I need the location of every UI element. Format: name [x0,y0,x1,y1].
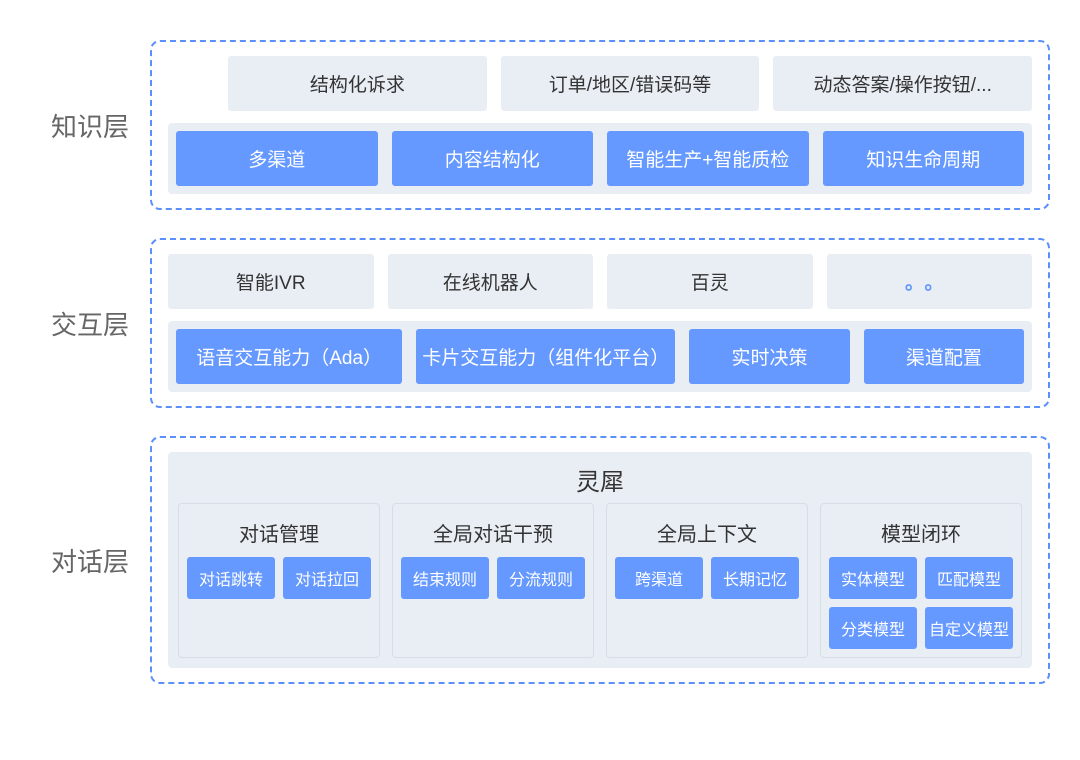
interaction-top-row: 智能IVR 在线机器人 百灵 。。 [168,254,1032,309]
dialogue-item: 匹配模型 [925,557,1013,599]
interaction-bottom-row: 语音交互能力（Ada） 卡片交互能力（组件化平台） 实时决策 渠道配置 [168,321,1032,392]
interaction-top-item: 在线机器人 [388,254,594,309]
dialogue-layer-row: 对话层 灵犀 对话管理 对话跳转 对话拉回 全局对话干预 结束规则 分流规则 [30,436,1050,684]
knowledge-bottom-item: 多渠道 [176,131,378,186]
dialogue-item: 分流规则 [497,557,585,599]
knowledge-panel: 结构化诉求 订单/地区/错误码等 动态答案/操作按钮/... 多渠道 内容结构化… [150,40,1050,210]
interaction-bottom-item: 实时决策 [689,329,849,384]
dialogue-item: 自定义模型 [925,607,1013,649]
knowledge-top-item: 订单/地区/错误码等 [501,56,760,111]
dialogue-title: 灵犀 [168,452,1032,503]
interaction-bottom-item: 卡片交互能力（组件化平台） [416,329,675,384]
dialogue-columns: 对话管理 对话跳转 对话拉回 全局对话干预 结束规则 分流规则 全局上下文 [178,503,1022,658]
dialogue-outer: 对话管理 对话跳转 对话拉回 全局对话干预 结束规则 分流规则 全局上下文 [168,503,1032,668]
interaction-top-item: 智能IVR [168,254,374,309]
dialogue-item: 长期记忆 [711,557,799,599]
knowledge-layer-row: 知识层 结构化诉求 订单/地区/错误码等 动态答案/操作按钮/... 多渠道 内… [30,40,1050,210]
dialogue-item: 对话拉回 [283,557,371,599]
dialogue-group-global-context: 全局上下文 跨渠道 长期记忆 [606,503,808,658]
dialogue-panel: 灵犀 对话管理 对话跳转 对话拉回 全局对话干预 结束规则 分流规则 [150,436,1050,684]
dialogue-group-title: 对话管理 [187,512,371,557]
dialogue-group-title: 全局上下文 [615,512,799,557]
dialogue-group-model-loop: 模型闭环 实体模型 匹配模型 分类模型 自定义模型 [820,503,1022,658]
knowledge-bottom-row: 多渠道 内容结构化 智能生产+智能质检 知识生命周期 [168,123,1032,194]
dialogue-item: 分类模型 [829,607,917,649]
knowledge-bottom-item: 知识生命周期 [823,131,1025,186]
interaction-top-item: 百灵 [607,254,813,309]
knowledge-top-item: 结构化诉求 [228,56,487,111]
dialogue-group-title: 全局对话干预 [401,512,585,557]
dialogue-item: 结束规则 [401,557,489,599]
dialogue-group-management: 对话管理 对话跳转 对话拉回 [178,503,380,658]
knowledge-bottom-item: 智能生产+智能质检 [607,131,809,186]
knowledge-bottom-item: 内容结构化 [392,131,594,186]
knowledge-top-item: 动态答案/操作按钮/... [773,56,1032,111]
interaction-label: 交互层 [30,305,150,342]
interaction-bottom-item: 渠道配置 [864,329,1024,384]
interaction-layer-row: 交互层 智能IVR 在线机器人 百灵 。。 语音交互能力（Ada） 卡片交互能力… [30,238,1050,408]
interaction-top-more-icon: 。。 [827,254,1033,309]
interaction-bottom-item: 语音交互能力（Ada） [176,329,402,384]
dialogue-item: 实体模型 [829,557,917,599]
dialogue-item: 跨渠道 [615,557,703,599]
dialogue-label: 对话层 [30,542,150,579]
dialogue-item: 对话跳转 [187,557,275,599]
dialogue-group-global-intervention: 全局对话干预 结束规则 分流规则 [392,503,594,658]
knowledge-label: 知识层 [30,107,150,144]
dialogue-group-title: 模型闭环 [829,512,1013,557]
knowledge-top-row: 结构化诉求 订单/地区/错误码等 动态答案/操作按钮/... [168,56,1032,111]
interaction-panel: 智能IVR 在线机器人 百灵 。。 语音交互能力（Ada） 卡片交互能力（组件化… [150,238,1050,408]
